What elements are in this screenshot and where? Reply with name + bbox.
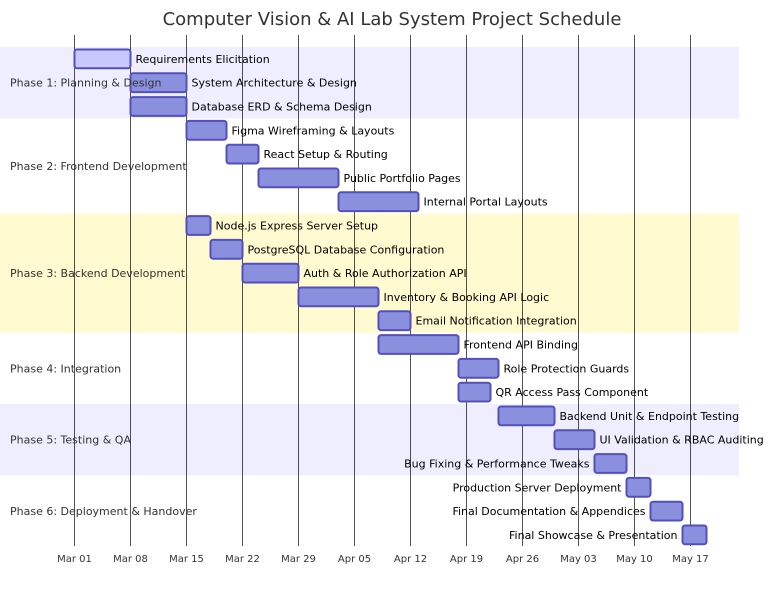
x-tick-label: May 03 xyxy=(560,554,597,565)
task-label: Auth & Role Authorization API xyxy=(304,267,467,280)
section-label: Phase 3: Backend Development xyxy=(10,267,186,280)
section-label: Phase 4: Integration xyxy=(10,362,121,375)
task-bar xyxy=(457,357,500,379)
task-label: Role Protection Guards xyxy=(504,362,630,375)
task-bar xyxy=(225,143,260,165)
task-label: Node.js Express Server Setup xyxy=(216,220,379,233)
task-label: React Setup & Routing xyxy=(264,148,388,161)
task-bar xyxy=(337,191,420,213)
task-label: Email Notification Integration xyxy=(416,315,577,328)
task-label: Production Server Deployment xyxy=(453,481,623,494)
task-label: Public Portfolio Pages xyxy=(344,172,461,185)
x-tick-label: Mar 01 xyxy=(57,554,92,565)
section-band xyxy=(0,475,739,547)
task-label: Final Showcase & Presentation xyxy=(509,529,677,542)
task-label: Database ERD & Schema Design xyxy=(192,101,372,114)
task-bar xyxy=(241,262,300,284)
chart-title: Computer Vision & AI Lab System Project … xyxy=(163,9,622,30)
x-tick-label: Mar 29 xyxy=(281,554,316,565)
task-bars: Requirements Elicitation System Architect… xyxy=(73,48,764,546)
task-bar xyxy=(377,334,460,355)
section-label: Phase 6: Deployment & Handover xyxy=(10,505,197,518)
task-label: Frontend API Binding xyxy=(464,339,579,352)
task-bar xyxy=(129,72,188,94)
task-bar xyxy=(129,96,188,117)
task-bar xyxy=(649,500,684,522)
task-bar xyxy=(497,405,556,427)
task-bar xyxy=(625,476,652,498)
x-tick-label: Mar 08 xyxy=(113,554,148,565)
task-bar xyxy=(73,48,132,70)
x-tick-label: Mar 15 xyxy=(169,554,204,565)
task-bar xyxy=(377,310,412,332)
section-band xyxy=(0,332,739,404)
x-tick-label: Mar 22 xyxy=(225,554,260,565)
task-bar xyxy=(185,215,212,236)
task-bar xyxy=(185,119,228,141)
task-label: UI Validation & RBAC Auditing xyxy=(600,434,764,447)
task-label: Figma Wireframing & Layouts xyxy=(232,124,395,137)
task-bar xyxy=(297,286,380,308)
x-tick-label: Apr 05 xyxy=(338,554,371,565)
x-tick-label: May 10 xyxy=(616,554,653,565)
task-bar xyxy=(457,381,492,403)
section-band xyxy=(0,213,739,333)
task-label: Requirements Elicitation xyxy=(136,53,270,66)
x-tick-label: Apr 12 xyxy=(394,554,427,565)
task-bar xyxy=(593,453,628,474)
date-grid xyxy=(74,35,691,546)
task-label: QR Access Pass Component xyxy=(496,386,649,399)
section-label: Phase 1: Planning & Design xyxy=(10,77,162,90)
x-tick-label: Apr 19 xyxy=(450,554,483,565)
section-label: Phase 5: Testing & QA xyxy=(10,434,131,447)
section-labels: Phase 1: Planning & Design Phase 2: Front… xyxy=(10,77,197,518)
x-axis-ticks: Mar 01 Mar 08 Mar 15 Mar 22 Mar 29 Apr 05 Apr … xyxy=(57,554,709,565)
task-label: System Architecture & Design xyxy=(192,77,357,90)
x-tick-label: May 17 xyxy=(672,554,709,565)
task-label: Backend Unit & Endpoint Testing xyxy=(560,410,740,423)
task-bar xyxy=(209,238,244,260)
x-tick-label: Apr 26 xyxy=(506,554,539,565)
task-bar xyxy=(257,167,340,189)
task-bar xyxy=(681,524,708,546)
task-label: Final Documentation & Appendices xyxy=(452,505,645,518)
section-label: Phase 2: Frontend Development xyxy=(10,160,187,173)
task-label: Internal Portal Layouts xyxy=(424,196,548,209)
task-label: PostgreSQL Database Configuration xyxy=(248,243,445,256)
task-bar xyxy=(553,429,596,451)
section-bands xyxy=(0,47,739,547)
task-label: Inventory & Booking API Logic xyxy=(384,291,550,304)
task-label: Bug Fixing & Performance Tweaks xyxy=(404,458,590,471)
